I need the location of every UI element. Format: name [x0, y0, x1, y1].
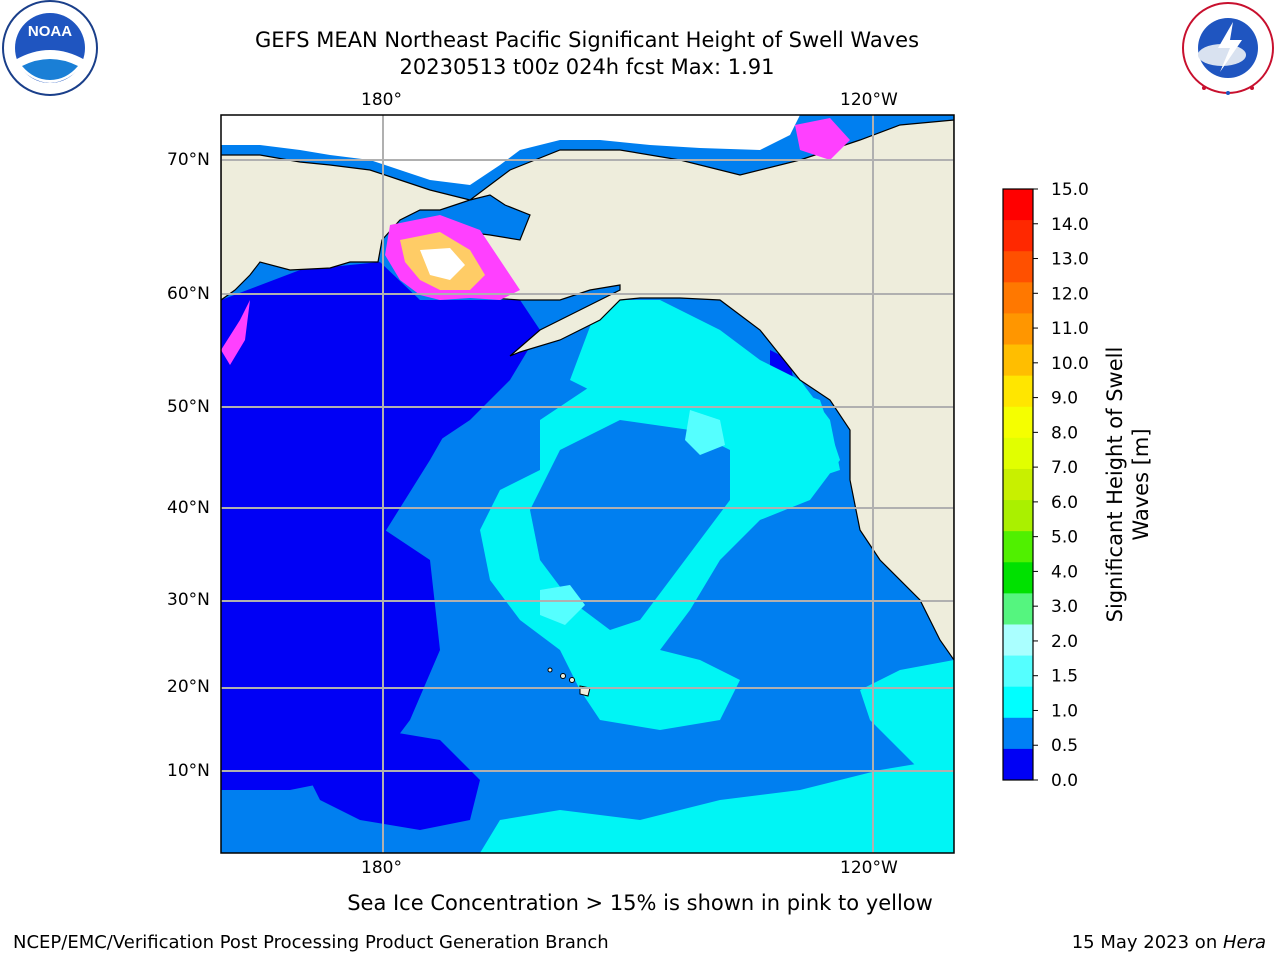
- colorbar-tick-label: 10.0: [1051, 354, 1089, 374]
- colorbar-tick-label: 3.0: [1051, 597, 1078, 617]
- lon-label-bottom-180: 180°: [361, 858, 402, 878]
- graticule: [221, 115, 954, 853]
- colorbar-tick-label: 1.0: [1051, 701, 1078, 721]
- colorbar-swatch: [1003, 593, 1033, 625]
- lat-label-60n: 60°N: [167, 284, 210, 304]
- colorbar-tick-label: 0.0: [1051, 771, 1078, 791]
- footer-host: Hera: [1222, 932, 1266, 953]
- colorbar-tick-label: 4.0: [1051, 562, 1078, 582]
- colorbar-swatch: [1003, 468, 1033, 501]
- swell-band-high-inner: [530, 420, 730, 630]
- colorbar-tick-label: 8.0: [1051, 423, 1078, 443]
- map-border: [220, 114, 955, 854]
- colorbar-swatch: [1003, 251, 1033, 283]
- nws-logo: [1182, 2, 1274, 95]
- arctic-ocean: [221, 115, 800, 185]
- colorbar-swatch: [1003, 624, 1033, 657]
- sea-ice-center: [420, 248, 465, 280]
- footer-branch: NCEP/EMC/Verification Post Processing Pr…: [13, 932, 609, 953]
- lat-label-50n: 50°N: [167, 397, 210, 417]
- swell-band-high-south: [480, 760, 954, 853]
- colorbar-swatch: [1003, 406, 1033, 439]
- lat-label-70n: 70°N: [167, 150, 210, 170]
- colorbar-swatch: [1003, 562, 1033, 594]
- lat-label-10n: 10°N: [167, 761, 210, 781]
- colorbar-tick-label: 14.0: [1051, 215, 1089, 235]
- colorbar-tick-label: 9.0: [1051, 389, 1078, 409]
- lat-label-30n: 30°N: [167, 590, 210, 610]
- lon-label-top-180: 180°: [361, 90, 402, 110]
- lat-label-20n: 20°N: [167, 677, 210, 697]
- colorbar-tick-label: 11.0: [1051, 319, 1089, 339]
- colorbar: 15.0 14.0 13.0 12.0 11.0 10.0 9.0 8.0 7.0 6.0 5.0 4…: [1002, 180, 1153, 791]
- colorbar-swatch: [1003, 531, 1033, 563]
- colorbar-swatch: [1003, 686, 1033, 719]
- sea-ice-caption: Sea Ice Concentration > 15% is shown in …: [347, 891, 933, 915]
- swell-band-high-gulf: [570, 300, 840, 480]
- colorbar-tick-label: 6.0: [1051, 493, 1078, 513]
- colorbar-tick-label: 1.5: [1051, 667, 1078, 687]
- lat-label-40n: 40°N: [167, 498, 210, 518]
- colorbar-tick-label: 2.0: [1051, 632, 1078, 652]
- footer-date: 15 May 2023 on Hera: [1072, 932, 1266, 954]
- colorbar-tick-label: 7.0: [1051, 458, 1078, 478]
- colorbar-tick-label: 15.0: [1051, 180, 1089, 200]
- colorbar-tick-label: 0.5: [1051, 736, 1078, 756]
- colorbar-title: Waves [m]: [1129, 428, 1153, 540]
- swell-band-peak: [685, 410, 725, 455]
- noaa-logo: NOAA: [2, 0, 98, 96]
- colorbar-border: [1002, 188, 1034, 781]
- colorbar-swatch: [1003, 748, 1033, 781]
- swell-band-high-se: [860, 660, 954, 780]
- plot-title: GEFS MEAN Northeast Pacific Significant …: [254, 28, 920, 52]
- colorbar-swatch: [1003, 344, 1033, 377]
- colorbar-swatch: [1003, 282, 1033, 314]
- colorbar-tick-label: 13.0: [1051, 250, 1089, 270]
- colorbar-title: Significant Height of Swell: [1103, 347, 1127, 623]
- colorbar-swatch: [1003, 500, 1033, 532]
- colorbar-swatch: [1003, 189, 1033, 221]
- colorbar-tick-label: 12.0: [1051, 284, 1089, 304]
- swell-band-low-south: [300, 730, 480, 830]
- plot-subtitle: 20230513 t00z 024h fcst Max: 1.91: [399, 55, 775, 79]
- map-area: [221, 115, 954, 853]
- swell-band-low-southwest: [221, 520, 440, 790]
- swell-band-peak-2: [540, 585, 585, 625]
- colorbar-swatch: [1003, 313, 1033, 346]
- land-siberia: [221, 115, 473, 301]
- lon-label-bottom-120w: 120°W: [840, 858, 898, 878]
- colorbar-swatch: [1003, 655, 1033, 688]
- colorbar-tick-label: 5.0: [1051, 528, 1078, 548]
- colorbar-swatch: [1003, 375, 1033, 408]
- noaa-logo-text: NOAA: [28, 23, 72, 40]
- colorbar-swatch: [1003, 220, 1033, 252]
- footer-date-text: 15 May 2023 on: [1071, 932, 1223, 953]
- colorbar-swatch: [1003, 717, 1033, 750]
- lon-label-top-120w: 120°W: [840, 90, 898, 110]
- colorbar-swatch: [1003, 437, 1033, 470]
